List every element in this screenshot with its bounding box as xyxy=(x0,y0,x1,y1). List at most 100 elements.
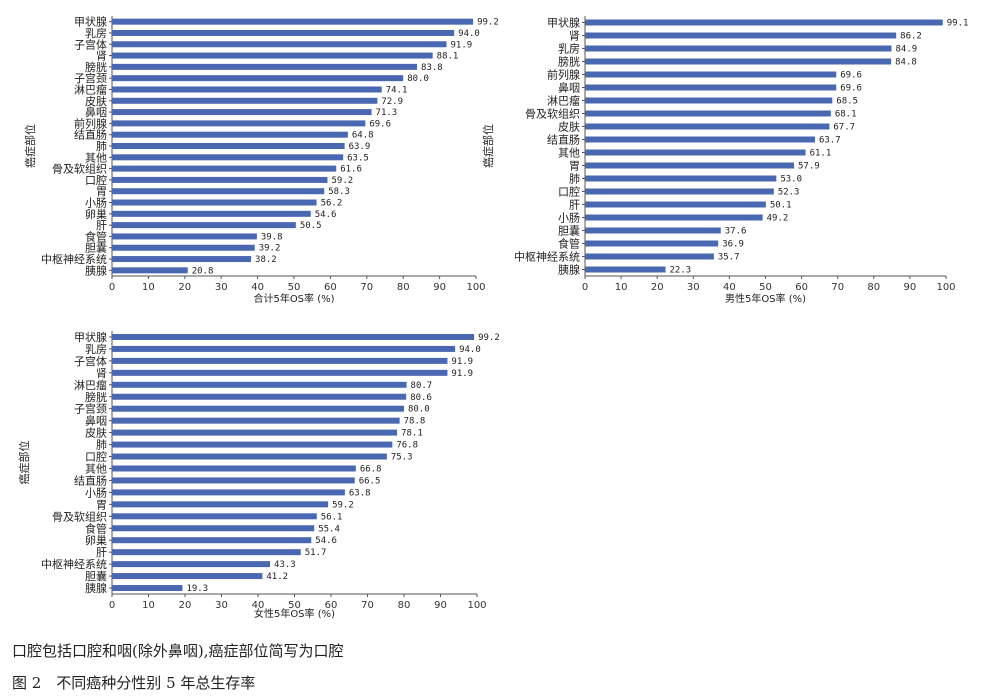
bar-value-label: 91.9 xyxy=(451,40,473,50)
category-label: 膀胱 xyxy=(85,390,107,404)
bar-value-label: 69.6 xyxy=(840,71,862,81)
category-label: 膀胱 xyxy=(558,55,580,69)
bar-value-label: 55.4 xyxy=(318,524,340,534)
category-label: 子宫颈 xyxy=(74,71,107,85)
bar xyxy=(112,210,311,217)
category-label: 胰腺 xyxy=(85,581,107,595)
bar-value-label: 20.8 xyxy=(192,266,214,276)
x-tick-label: 50 xyxy=(288,282,301,293)
category-label: 子宫体 xyxy=(74,37,107,51)
x-tick-label: 70 xyxy=(360,282,373,293)
bar-value-label: 64.8 xyxy=(352,131,374,141)
bar-value-label: 22.3 xyxy=(670,266,692,276)
x-tick-label: 10 xyxy=(142,600,155,611)
chart-note: 口腔包括口腔和咽(除外鼻咽),癌症部位简写为口腔 xyxy=(12,642,344,660)
bar-value-label: 54.6 xyxy=(315,210,337,220)
x-tick-label: 20 xyxy=(651,282,664,293)
figure-caption: 图 2 不同癌种分性别 5 年总生存率 xyxy=(12,674,256,692)
bar xyxy=(112,97,378,104)
chart-panel-3: 0 10 20 30 40 50 60 70 80 90 100 99.2 甲状腺 94.0 乳房 91.9 子… xyxy=(17,330,500,620)
category-label: 肾 xyxy=(96,367,107,380)
bar xyxy=(585,227,721,234)
category-label: 甲状腺 xyxy=(74,330,107,344)
x-tick-label: 30 xyxy=(215,282,228,293)
x-tick-label: 10 xyxy=(142,282,155,293)
bar xyxy=(112,585,183,592)
bar xyxy=(112,256,252,263)
category-label: 中枢神经系统 xyxy=(41,252,107,266)
bar-value-label: 37.6 xyxy=(725,227,747,237)
bar-value-label: 59.2 xyxy=(332,500,354,510)
category-label: 胆囊 xyxy=(85,569,107,583)
bar-value-label: 63.7 xyxy=(819,136,841,146)
bar-value-label: 99.2 xyxy=(477,18,499,28)
category-label: 小肠 xyxy=(85,486,107,499)
bar-value-label: 35.7 xyxy=(718,253,740,263)
category-label: 鼻咽 xyxy=(558,81,580,95)
bar-value-label: 94.0 xyxy=(458,29,480,39)
bar xyxy=(112,52,433,59)
bar xyxy=(585,240,719,247)
category-label: 肝 xyxy=(96,546,107,559)
bar-value-label: 53.0 xyxy=(780,175,802,185)
bar xyxy=(585,149,806,156)
x-tick-label: 40 xyxy=(251,282,264,293)
bar xyxy=(112,501,329,508)
category-label: 结直肠 xyxy=(74,128,107,142)
x-tick-label: 100 xyxy=(467,600,486,611)
x-tick-label: 0 xyxy=(582,282,588,293)
bar xyxy=(585,175,777,182)
bar xyxy=(112,441,393,448)
bar-value-label: 80.0 xyxy=(407,74,429,84)
category-label: 中枢神经系统 xyxy=(41,557,107,571)
x-tick-label: 100 xyxy=(936,282,955,293)
bar-value-label: 88.1 xyxy=(437,52,459,62)
bar-value-label: 63.9 xyxy=(349,142,371,152)
x-tick-label: 80 xyxy=(398,600,411,611)
bar-value-label: 94.0 xyxy=(459,345,481,355)
x-tick-label: 90 xyxy=(434,600,447,611)
bar-value-label: 39.2 xyxy=(259,244,281,254)
bar xyxy=(585,123,830,130)
bar xyxy=(112,537,312,544)
category-label: 胰腺 xyxy=(558,263,580,277)
bar-value-label: 99.2 xyxy=(478,333,500,343)
category-label: 淋巴瘤 xyxy=(547,94,580,108)
category-label: 食管 xyxy=(85,521,107,535)
bar xyxy=(112,345,456,352)
category-label: 皮肤 xyxy=(85,426,107,440)
category-label: 肾 xyxy=(96,50,107,63)
category-label: 胃 xyxy=(96,185,107,198)
x-tick-label: 70 xyxy=(361,600,374,611)
category-label: 前列腺 xyxy=(547,68,580,82)
category-label: 肝 xyxy=(569,199,580,212)
category-label: 肺 xyxy=(96,439,107,452)
bar-value-label: 66.5 xyxy=(359,476,381,486)
category-label: 鼻咽 xyxy=(85,414,107,428)
bar xyxy=(112,393,407,400)
bar-value-label: 36.9 xyxy=(722,240,744,250)
y-axis-title: 癌症部位 xyxy=(23,124,37,168)
bar-value-label: 78.8 xyxy=(404,417,426,427)
bar-value-label: 80.7 xyxy=(411,381,433,391)
x-tick-label: 0 xyxy=(109,282,115,293)
category-label: 其他 xyxy=(85,151,107,164)
x-tick-label: 50 xyxy=(288,600,301,611)
bar xyxy=(585,84,837,91)
category-label: 肺 xyxy=(96,140,107,153)
bar xyxy=(585,253,714,260)
bar-value-label: 69.6 xyxy=(369,119,391,129)
x-tick-label: 50 xyxy=(759,282,772,293)
category-label: 肺 xyxy=(569,173,580,186)
category-label: 肾 xyxy=(569,30,580,43)
bar-value-label: 86.2 xyxy=(900,32,922,42)
bar-value-label: 84.9 xyxy=(895,45,917,55)
x-tick-label: 60 xyxy=(325,600,338,611)
bar-value-label: 43.3 xyxy=(274,560,296,570)
category-label: 卵巢 xyxy=(85,534,107,547)
x-tick-label: 60 xyxy=(795,282,808,293)
x-tick-label: 80 xyxy=(867,282,880,293)
bar xyxy=(112,233,257,240)
bar xyxy=(112,244,255,251)
bar xyxy=(112,453,387,460)
